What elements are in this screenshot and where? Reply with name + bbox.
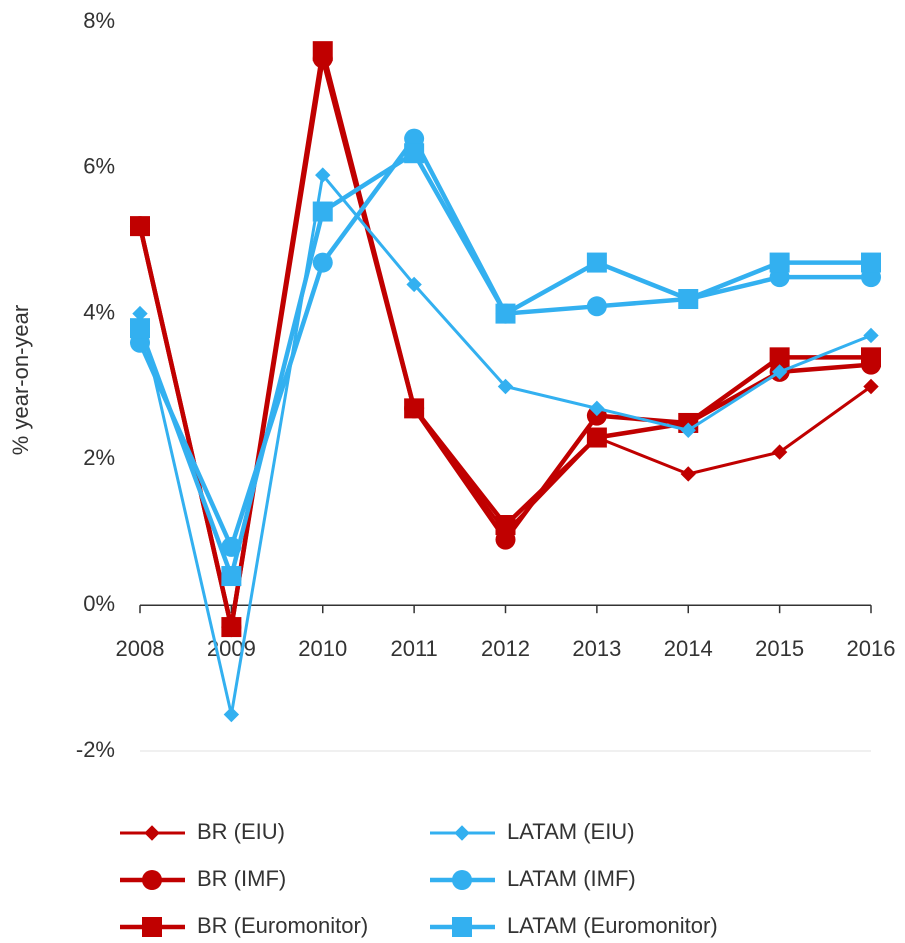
marker	[312, 41, 333, 62]
y-tick-label: 0%	[83, 591, 115, 616]
y-tick-label: -2%	[76, 737, 115, 762]
y-tick-label: 4%	[83, 299, 115, 324]
marker	[495, 515, 516, 536]
marker	[221, 566, 242, 587]
legend-label: LATAM (Euromonitor)	[507, 913, 718, 938]
x-tick-label: 2012	[481, 636, 530, 661]
marker	[130, 216, 150, 237]
marker	[130, 318, 150, 339]
marker	[861, 252, 881, 273]
legend-label: LATAM (EIU)	[507, 819, 635, 844]
marker	[406, 276, 422, 293]
marker	[771, 364, 788, 380]
marker	[454, 825, 470, 841]
series-line	[138, 173, 872, 717]
marker	[132, 305, 148, 322]
y-tick-label: 6%	[83, 154, 115, 179]
marker	[769, 252, 790, 273]
marker	[312, 201, 333, 222]
legend-label: BR (EIU)	[197, 819, 285, 844]
marker	[404, 143, 425, 164]
marker	[497, 378, 514, 395]
x-tick-label: 2008	[116, 636, 165, 661]
x-tick-label: 2016	[847, 636, 896, 661]
x-tick-label: 2010	[298, 636, 347, 661]
y-tick-label: 8%	[83, 8, 115, 33]
marker	[678, 289, 699, 310]
marker	[495, 303, 516, 324]
marker	[861, 347, 881, 368]
x-tick-label: 2011	[390, 636, 437, 661]
marker	[769, 347, 790, 368]
series-line	[137, 136, 871, 550]
legend-label: BR (IMF)	[197, 866, 286, 891]
marker	[863, 327, 879, 344]
marker	[586, 296, 607, 317]
x-tick-label: 2015	[755, 636, 804, 661]
x-tick-label: 2014	[664, 636, 713, 661]
marker	[586, 427, 607, 448]
marker	[404, 398, 425, 419]
marker	[142, 917, 162, 937]
marker	[452, 917, 472, 937]
marker	[589, 400, 605, 417]
marker	[586, 252, 607, 273]
x-tick-label: 2013	[572, 636, 621, 661]
marker	[312, 252, 333, 273]
marker	[221, 617, 242, 638]
marker	[144, 825, 160, 841]
legend-label: LATAM (IMF)	[507, 866, 636, 891]
marker	[223, 706, 240, 723]
legend-label: BR (Euromonitor)	[197, 913, 368, 938]
marker	[142, 870, 162, 890]
marker	[680, 422, 696, 438]
marker	[863, 378, 879, 395]
y-tick-label: 2%	[83, 445, 115, 470]
marker	[315, 167, 331, 183]
marker	[680, 466, 696, 482]
marker	[452, 870, 472, 890]
y-axis-label: % year-on-year	[8, 305, 33, 455]
marker	[771, 444, 788, 460]
